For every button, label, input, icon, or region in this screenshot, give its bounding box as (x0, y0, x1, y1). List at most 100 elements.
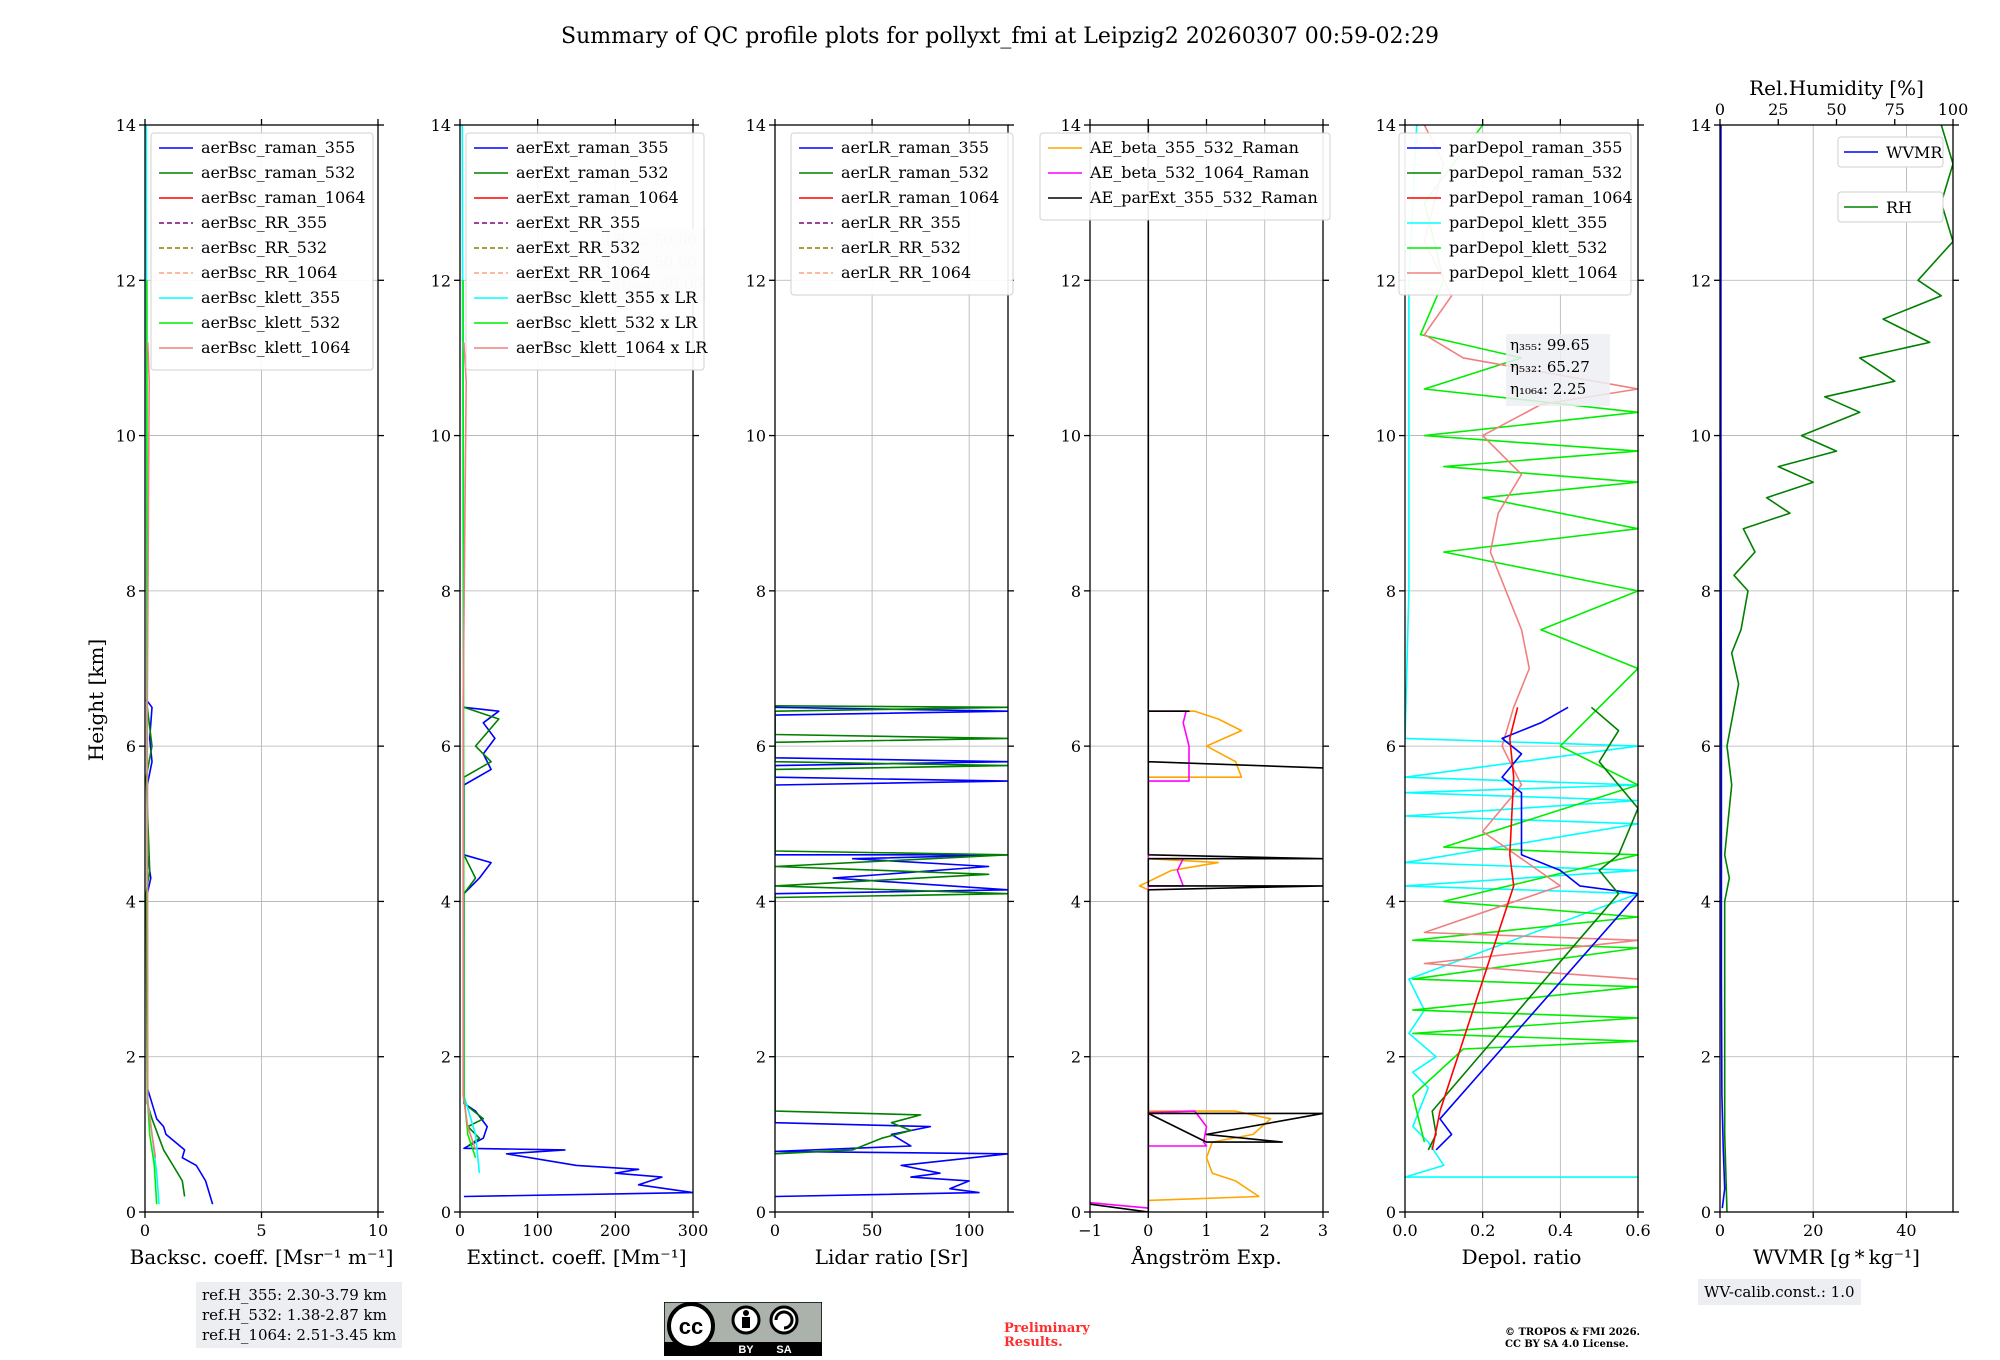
xtick-label: 0 (140, 1221, 150, 1240)
cc-sa-label: SA (776, 1344, 791, 1356)
xtick-label: 0.0 (1392, 1221, 1417, 1240)
xtick-label: 100 (522, 1221, 553, 1240)
eta-note-line: η₃₅₅: 99.65 (1510, 336, 1590, 354)
top-xtick-label: 100 (1938, 100, 1969, 119)
ytick-label: 14 (431, 116, 451, 135)
ytick-label: 10 (431, 427, 451, 446)
xtick-label: 1 (1201, 1221, 1211, 1240)
copyright-line-2: CC BY SA 4.0 License. (1505, 1339, 1629, 1350)
x-axis-label: Depol. ratio (1462, 1245, 1582, 1269)
legend-entry: parDepol_raman_1064 (1449, 188, 1633, 207)
ytick-label: 0 (1071, 1203, 1081, 1222)
legend-box (465, 132, 705, 371)
axes-frame (1719, 124, 1954, 1213)
ytick-label: 14 (116, 116, 136, 135)
series-line-parDepol_raman_532 (1427, 706, 1638, 1151)
series-group (1090, 125, 1323, 1212)
series-line-AE_parExt_355_532_Raman (1090, 125, 1323, 1212)
legend-entry: aerExt_raman_355 (516, 138, 669, 157)
xtick-label: 0.6 (1625, 1221, 1650, 1240)
series-line-aerBsc_klett_1064 x LR (462, 342, 477, 1151)
legend-box (1837, 136, 1944, 168)
svg-text:cc: cc (679, 1314, 703, 1339)
top-xtick-label: 25 (1768, 100, 1788, 119)
legend-entry: aerBsc_klett_532 (201, 313, 340, 332)
series-group (461, 125, 693, 1198)
ytick-label: 6 (441, 737, 451, 756)
preliminary-note: Preliminary Results. (1004, 1322, 1090, 1350)
ytick-label: 4 (1071, 892, 1081, 911)
xtick-label: 3 (1318, 1221, 1328, 1240)
height-axis-label: Height [km] (84, 639, 108, 761)
ytick-label: 10 (1376, 427, 1396, 446)
ytick-label: 12 (116, 271, 136, 290)
ytick-label: 10 (1061, 427, 1081, 446)
legend-entry: aerBsc_klett_1064 (201, 338, 350, 357)
ytick-label: 8 (756, 582, 766, 601)
series-group (1720, 125, 1953, 1212)
legend-entry: WVMR (1886, 143, 1943, 162)
legend: parDepol_raman_355 parDepol_raman_532 parD… (1398, 132, 1633, 296)
panel-backscatter: 0 2 4 6 8 10 12 14 0 5 10 Backsc. coeff. [Msr⁻¹ m⁻¹… (116, 116, 394, 1269)
preliminary-line-1: Preliminary (1004, 1321, 1090, 1336)
ytick-label: 8 (1386, 582, 1396, 601)
legend-entry: AE_beta_532_1064_Raman (1089, 163, 1309, 182)
ytick-label: 2 (1386, 1048, 1396, 1067)
xtick-label: 0 (770, 1221, 780, 1240)
legend-entry: aerBsc_RR_1064 (201, 263, 337, 282)
series-line-parDepol_klett_1064 (1423, 125, 1638, 980)
legend-entry: aerLR_RR_355 (841, 213, 961, 232)
series-line-AE_beta_355_532_Raman (1138, 710, 1272, 1202)
legend-entry: aerExt_raman_532 (516, 163, 669, 182)
ytick-label: 8 (441, 582, 451, 601)
series-line-aerBsc_raman_355 (145, 699, 214, 1205)
ytick-label: 4 (441, 892, 451, 911)
panel-lidar_ratio: 0 2 4 6 8 10 12 14 0 50 100 Lidar ratio [Sr] aerLR_r… (746, 116, 1014, 1269)
legend-box (1398, 132, 1632, 296)
legend-box (1039, 132, 1331, 221)
legend-entry: aerLR_RR_1064 (841, 263, 971, 282)
ytick-label: 14 (1061, 116, 1081, 135)
eta-note-line: η₅₃₂: 65.27 (1510, 358, 1590, 376)
legend: WVMR RH (1837, 136, 1944, 223)
ytick-label: 4 (126, 892, 136, 911)
series-line-aerBsc_klett_532 x LR (462, 280, 477, 1158)
legend-entry: aerBsc_raman_1064 (201, 188, 366, 207)
xtick-label: 50 (862, 1221, 882, 1240)
xtick-label: 2 (1260, 1221, 1270, 1240)
ytick-label: 2 (441, 1048, 451, 1067)
ytick-label: 10 (746, 427, 766, 446)
legend-entry: parDepol_klett_355 (1449, 213, 1607, 232)
legend-entry: aerBsc_raman_355 (201, 138, 355, 157)
legend-entry: aerBsc_klett_532 x LR (516, 313, 698, 332)
ytick-label: 4 (756, 892, 766, 911)
cc-icon (667, 1302, 715, 1350)
xtick-label: 20 (1803, 1221, 1823, 1240)
series-line-aerExt_raman_532 (463, 706, 500, 1147)
legend: aerLR_raman_355 aerLR_raman_532 aerLR_rama… (790, 132, 1014, 296)
axes-frame (774, 124, 1009, 1213)
ytick-label: 12 (746, 271, 766, 290)
ytick-label: 6 (126, 737, 136, 756)
legend-entry: parDepol_klett_1064 (1449, 263, 1618, 282)
legend: aerBsc_raman_355 aerBsc_raman_532 aerBsc_r… (150, 132, 374, 371)
legend-entry: AE_parExt_355_532_Raman (1089, 188, 1318, 207)
copyright-note: © TROPOS & FMI 2026. CC BY SA 4.0 Licens… (1505, 1327, 1640, 1351)
reference-heights-box: ref.H_355: 2.30-3.79 km ref.H_532: 1.38-… (196, 1282, 403, 1348)
ytick-label: 6 (1071, 737, 1081, 756)
xtick-label: 5 (256, 1221, 266, 1240)
xtick-label: 0.2 (1470, 1221, 1495, 1240)
ytick-label: 2 (126, 1048, 136, 1067)
legend-box (150, 132, 374, 371)
legend-entry: parDepol_raman_355 (1449, 138, 1622, 157)
xtick-label: 10 (368, 1221, 388, 1240)
legend-entry: aerLR_raman_1064 (841, 188, 999, 207)
axes-frame (1089, 124, 1324, 1213)
ytick-label: 14 (746, 116, 766, 135)
x-axis-label: Backsc. coeff. [Msr⁻¹ m⁻¹] (130, 1245, 394, 1269)
eta-note: η₃₅₅: 99.65 η₅₃₂: 65.27 η₁₀₆₄: 2.25 (1506, 334, 1610, 406)
series-line-parDepol_klett_355 (1405, 125, 1638, 1178)
series-line-aerBsc_klett_1064 (146, 342, 157, 1158)
